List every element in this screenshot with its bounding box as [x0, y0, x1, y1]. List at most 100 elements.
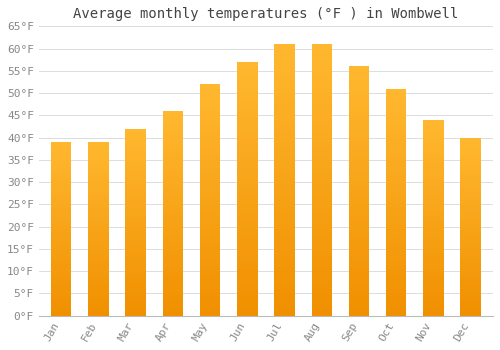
Bar [126, 245, 146, 248]
Bar [88, 278, 108, 281]
Bar [423, 288, 444, 292]
Bar [51, 142, 72, 146]
Bar [51, 170, 72, 173]
Bar [312, 55, 332, 61]
Bar [51, 149, 72, 153]
Bar [349, 271, 370, 276]
Title: Average monthly temperatures (°F ) in Wombwell: Average monthly temperatures (°F ) in Wo… [74, 7, 458, 21]
Bar [349, 176, 370, 181]
Bar [274, 212, 295, 218]
Bar [126, 203, 146, 207]
Bar [200, 260, 220, 265]
Bar [126, 260, 146, 263]
Bar [312, 169, 332, 174]
Bar [460, 266, 481, 270]
Bar [349, 116, 370, 121]
Bar [200, 149, 220, 154]
Bar [423, 143, 444, 147]
Bar [51, 267, 72, 271]
Bar [51, 246, 72, 250]
Bar [51, 222, 72, 225]
Bar [460, 173, 481, 177]
Bar [274, 163, 295, 169]
Bar [200, 93, 220, 98]
Bar [274, 251, 295, 256]
Bar [88, 305, 108, 309]
Bar [312, 294, 332, 299]
Bar [386, 206, 406, 211]
Bar [423, 304, 444, 308]
Bar [237, 67, 258, 72]
Bar [200, 163, 220, 168]
Bar [126, 252, 146, 256]
Bar [460, 170, 481, 173]
Bar [126, 211, 146, 215]
Bar [51, 211, 72, 215]
Bar [162, 222, 183, 225]
Bar [162, 262, 183, 266]
Bar [312, 120, 332, 126]
Bar [200, 270, 220, 274]
Bar [349, 201, 370, 206]
Bar [51, 201, 72, 204]
Bar [200, 256, 220, 260]
Bar [386, 175, 406, 180]
Bar [274, 142, 295, 147]
Bar [162, 184, 183, 189]
Bar [126, 166, 146, 170]
Bar [274, 229, 295, 234]
Bar [460, 216, 481, 219]
Bar [386, 302, 406, 307]
Bar [460, 152, 481, 155]
Bar [162, 172, 183, 176]
Bar [312, 240, 332, 245]
Bar [312, 71, 332, 77]
Bar [126, 237, 146, 241]
Bar [349, 101, 370, 106]
Bar [51, 166, 72, 170]
Bar [162, 213, 183, 217]
Bar [274, 44, 295, 49]
Bar [460, 241, 481, 244]
Bar [386, 89, 406, 93]
Bar [200, 140, 220, 144]
Bar [312, 163, 332, 169]
Bar [200, 112, 220, 117]
Bar [274, 267, 295, 272]
Bar [312, 153, 332, 158]
Bar [126, 132, 146, 136]
Bar [51, 278, 72, 281]
Bar [88, 198, 108, 201]
Bar [386, 152, 406, 157]
Bar [423, 230, 444, 233]
Bar [88, 312, 108, 316]
Bar [386, 261, 406, 266]
Bar [88, 264, 108, 267]
Bar [126, 215, 146, 218]
Bar [200, 232, 220, 237]
Bar [312, 61, 332, 66]
Bar [274, 61, 295, 66]
Bar [162, 123, 183, 127]
Bar [237, 209, 258, 214]
Bar [349, 241, 370, 246]
Bar [126, 159, 146, 162]
Bar [126, 297, 146, 301]
Bar [460, 252, 481, 255]
Bar [274, 240, 295, 245]
Bar [423, 261, 444, 265]
Bar [312, 256, 332, 261]
Bar [126, 230, 146, 233]
Bar [237, 224, 258, 229]
Bar [274, 245, 295, 251]
Bar [162, 152, 183, 156]
Bar [51, 198, 72, 201]
Bar [237, 72, 258, 77]
Bar [51, 184, 72, 187]
Bar [460, 141, 481, 145]
Bar [126, 185, 146, 189]
Bar [162, 160, 183, 164]
Bar [88, 201, 108, 204]
Bar [274, 66, 295, 71]
Bar [162, 131, 183, 135]
